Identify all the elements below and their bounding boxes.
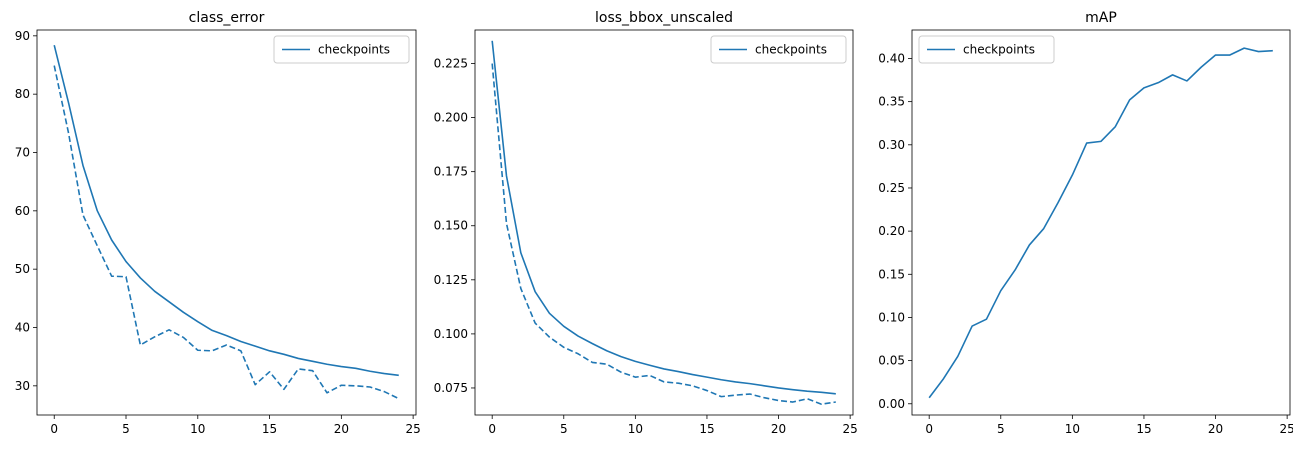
y-tick-label: 0.00	[878, 397, 905, 411]
y-tick-label: 0.20	[878, 224, 905, 238]
y-tick-label: 0.05	[878, 354, 905, 368]
x-tick-label: 15	[699, 422, 714, 436]
y-tick-label: 0.225	[434, 57, 468, 71]
legend: checkpoints	[273, 35, 410, 64]
chart-title: mAP	[1085, 10, 1117, 26]
x-tick-label: 5	[997, 422, 1005, 436]
y-tick-label: 0.30	[878, 138, 905, 152]
legend-label: checkpoints	[755, 43, 827, 57]
y-tick-label: 0.200	[434, 111, 468, 125]
x-tick-label: 25	[405, 422, 420, 436]
chart-panel-1: loss_bbox_unscaled 0 5 10 15 20 25 0.075 0.100 0.…	[434, 10, 858, 436]
legend-box	[918, 35, 1055, 64]
y-tick-label: 0.25	[878, 181, 905, 195]
legend: checkpoints	[918, 35, 1055, 64]
legend-label: checkpoints	[963, 43, 1035, 57]
x-tick-label: 5	[560, 422, 568, 436]
chart-title: class_error	[189, 10, 265, 26]
y-tick-label: 0.10	[878, 310, 905, 324]
axes-frame	[474, 29, 854, 416]
legend-box	[273, 35, 410, 64]
y-tick-label: 70	[15, 146, 30, 160]
x-tick-label: 15	[262, 422, 277, 436]
x-tick-label: 15	[1136, 422, 1151, 436]
chart-panel-0: class_error 0 5 10 15 20 25 30 40 50 60 70 80 90 check…	[15, 10, 421, 436]
y-tick-label: 0.40	[878, 51, 905, 65]
series-line-0	[928, 47, 1273, 399]
y-tick-label: 0.175	[434, 165, 468, 179]
x-tick-label: 25	[1279, 422, 1293, 436]
y-tick-label: 0.35	[878, 95, 905, 109]
y-tick-label: 0.15	[878, 267, 905, 281]
y-tick-label: 60	[15, 204, 30, 218]
y-tick-label: 90	[15, 29, 30, 43]
y-tick-label: 0.125	[434, 273, 468, 287]
series-line-0	[491, 40, 836, 395]
y-tick-label: 0.150	[434, 219, 468, 233]
chart-panel-2: mAP 0 5 10 15 20 25 0.00 0.05 0.10 0.15 0.20 0.25 0.3…	[878, 10, 1293, 436]
chart-title: loss_bbox_unscaled	[595, 10, 733, 26]
legend-box	[710, 35, 847, 64]
x-tick-label: 20	[771, 422, 786, 436]
y-tick-label: 0.100	[434, 327, 468, 341]
x-tick-label: 20	[334, 422, 349, 436]
legend: checkpoints	[710, 35, 847, 64]
x-tick-label: 10	[628, 422, 643, 436]
legend-label: checkpoints	[318, 43, 390, 57]
x-tick-label: 25	[842, 422, 857, 436]
axes-frame	[36, 29, 417, 416]
y-tick-label: 0.075	[434, 381, 468, 395]
x-tick-label: 10	[190, 422, 205, 436]
x-tick-label: 20	[1208, 422, 1223, 436]
y-tick-label: 30	[15, 379, 30, 393]
y-tick-label: 40	[15, 321, 30, 335]
axes-frame	[911, 29, 1291, 416]
x-tick-label: 0	[50, 422, 58, 436]
series-line-1	[491, 63, 836, 405]
series-line-0	[53, 44, 399, 377]
x-tick-label: 10	[1065, 422, 1080, 436]
y-tick-label: 80	[15, 87, 30, 101]
y-tick-label: 50	[15, 262, 30, 276]
x-tick-label: 0	[488, 422, 496, 436]
series-line-1	[53, 65, 400, 400]
x-tick-label: 0	[925, 422, 933, 436]
x-tick-label: 5	[122, 422, 130, 436]
